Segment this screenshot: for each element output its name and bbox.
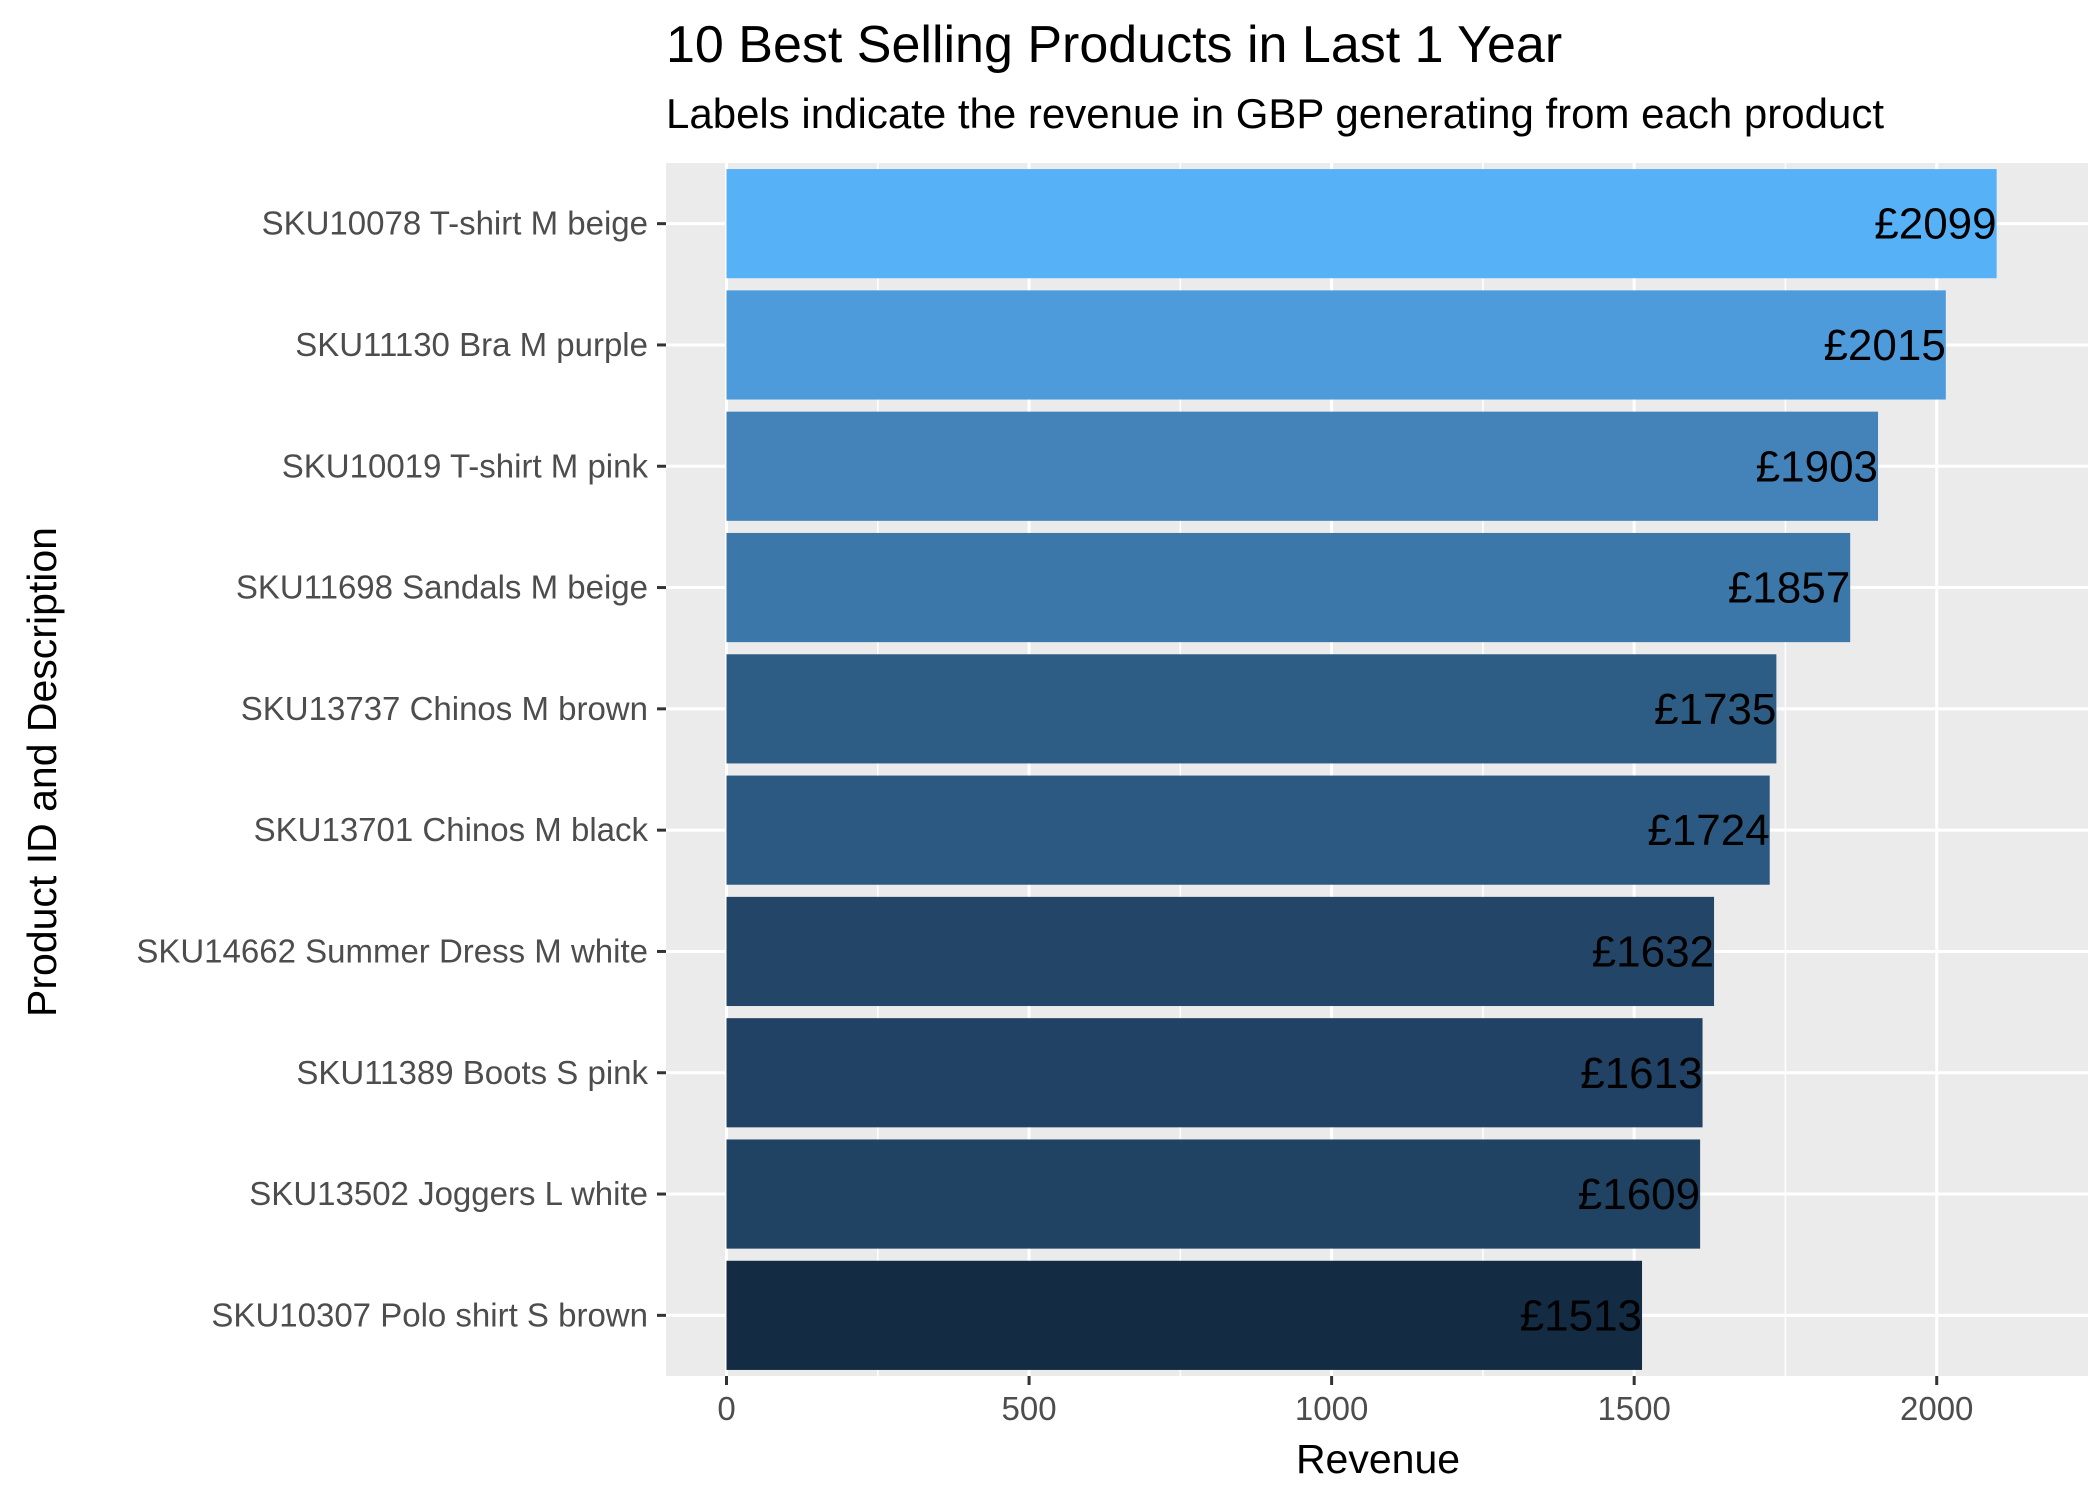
bar: [726, 290, 1946, 400]
category-label: SKU13737 Chinos M brown: [241, 690, 648, 727]
bar-value-label: £2099: [1874, 200, 1996, 249]
category-label: SKU13502 Joggers L white: [249, 1175, 648, 1212]
category-axis: SKU10078 T-shirt M beige SKU11130 Bra M p…: [136, 205, 666, 1333]
bar-value-label: £1903: [1756, 442, 1878, 491]
bar: [726, 1260, 1643, 1370]
y-axis-title: Product ID and Description: [19, 527, 65, 1017]
category-label: SKU13701 Chinos M black: [254, 811, 649, 848]
bar: [726, 532, 1851, 643]
chart-title: 10 Best Selling Products in Last 1 Year: [666, 16, 1562, 74]
chart-subtitle: Labels indicate the revenue in GBP gener…: [666, 90, 1884, 137]
category-label: SKU10078 T-shirt M beige: [262, 205, 648, 242]
bar: [726, 1018, 1703, 1128]
bar-value-label: £1735: [1654, 685, 1776, 734]
x-axis-title: Revenue: [1296, 1436, 1460, 1482]
x-tick-label: 0: [717, 1390, 735, 1427]
bar-value-label: £1513: [1520, 1291, 1642, 1340]
bar: [726, 169, 1997, 279]
bar-value-label: £1632: [1592, 927, 1714, 976]
bar: [726, 411, 1879, 521]
x-tick-label: 2000: [1900, 1390, 1973, 1427]
bar-value-label: £1724: [1647, 806, 1769, 855]
data-labels: £2099 £2015 £1903 £1857 £1735 £1724 £1632 £1613…: [1520, 200, 1997, 1341]
bar: [726, 1139, 1701, 1249]
bar: [726, 775, 1770, 885]
bar-value-label: £1857: [1728, 564, 1850, 613]
category-label: SKU14662 Summer Dress M white: [136, 932, 648, 969]
category-label: SKU10307 Polo shirt S brown: [211, 1296, 648, 1333]
bar: [726, 654, 1777, 764]
category-label: SKU10019 T-shirt M pink: [282, 447, 649, 484]
x-tick-label: 1000: [1295, 1390, 1368, 1427]
value-axis: 0 500 1000 1500 2000: [717, 1376, 1973, 1427]
bar-value-label: £2015: [1823, 321, 1945, 370]
bar-value-label: £1609: [1578, 1170, 1700, 1219]
category-label: SKU11698 Sandals M beige: [236, 569, 648, 606]
bar: [726, 896, 1715, 1007]
category-label: SKU11389 Boots S pink: [296, 1054, 648, 1091]
bar-value-label: £1613: [1580, 1049, 1702, 1098]
x-tick-label: 1500: [1597, 1390, 1670, 1427]
bars: [726, 169, 1997, 1370]
x-tick-label: 500: [1002, 1390, 1057, 1427]
category-label: SKU11130 Bra M purple: [295, 326, 648, 363]
